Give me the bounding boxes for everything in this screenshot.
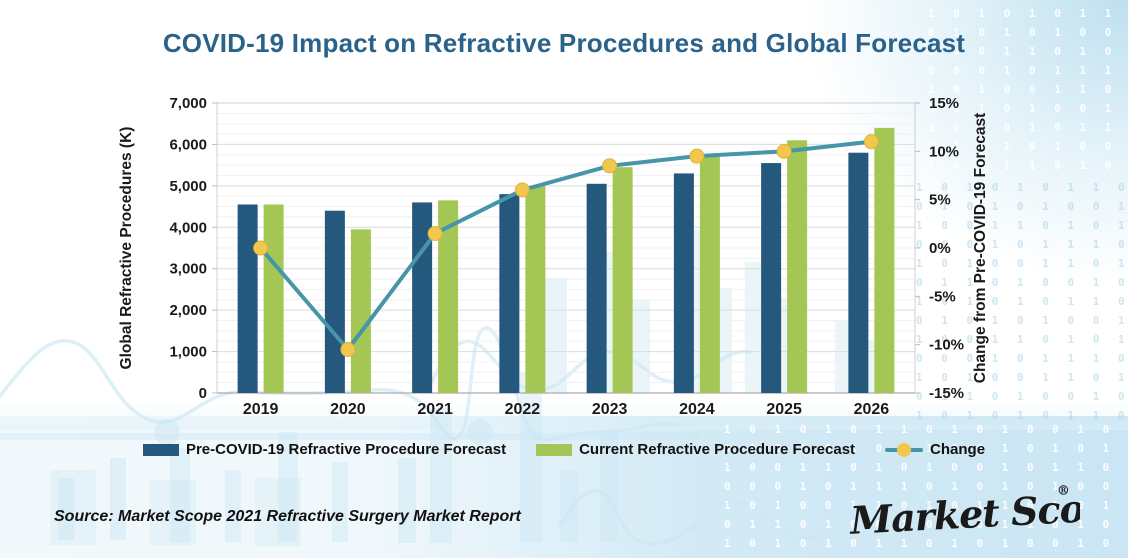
x-axis-label: 2023 — [592, 401, 628, 418]
left-axis-tick-label: 7,000 — [169, 95, 207, 112]
legend-item-pre-covid: Pre-COVID-19 Refractive Procedure Foreca… — [142, 441, 507, 458]
change-marker-2025 — [776, 143, 792, 159]
bar-pre-covid-2024 — [673, 173, 694, 393]
change-marker-2024 — [689, 148, 705, 164]
watermark-bar — [58, 478, 74, 540]
right-axis-tick-label: -15% — [929, 385, 964, 402]
binary-pattern-right: 1 0 1 0 1 0 1 1 0 1 0 1 0 0 1 0 1 0 1 0 … — [916, 181, 1128, 422]
left-axis-tick-label: 3,000 — [169, 261, 207, 278]
bar-current-2022 — [525, 185, 546, 393]
change-marker-2022 — [514, 182, 530, 198]
watermark-bar — [560, 470, 578, 542]
legend-item-current: Current Refractive Procedure Forecast — [536, 441, 855, 458]
legend-swatch-current-icon — [536, 443, 573, 456]
source-text: Source: Market Scope 2021 Refractive Sur… — [54, 508, 521, 525]
watermark-line — [0, 326, 682, 442]
watermark-bar — [170, 448, 190, 543]
bar-current-2025 — [787, 140, 808, 393]
left-axis-title: Global Refractive Procedures (K) — [118, 127, 135, 370]
watermark-circle — [467, 419, 493, 445]
watermark-bar — [520, 372, 542, 542]
change-marker-2026 — [863, 134, 879, 150]
right-axis-tick-label: -10% — [929, 337, 964, 354]
change-marker-2021 — [427, 226, 443, 241]
bar-current-2023 — [612, 167, 633, 393]
bar-current-2020 — [350, 229, 371, 393]
bar-pre-covid-2026 — [848, 152, 869, 393]
right-axis-tick-label: -5% — [929, 288, 956, 305]
registered-trademark-icon: ® — [1057, 484, 1070, 499]
watermark-bar — [110, 458, 126, 540]
legend-swatch-pre-covid-icon — [142, 443, 179, 456]
bar-pre-covid-2022 — [499, 194, 520, 393]
watermark-bar — [600, 430, 618, 542]
bar-current-2019 — [263, 204, 284, 393]
left-axis-tick-label: 2,000 — [169, 302, 207, 319]
bar-pre-covid-2020 — [324, 210, 345, 393]
right-axis-title: Change from Pre-COVID-19 Forecast — [972, 113, 989, 383]
bar-pre-covid-2021 — [412, 202, 433, 393]
x-axis-label: 2025 — [766, 401, 802, 418]
chart-title: COVID-19 Impact on Refractive Procedures… — [162, 28, 966, 58]
right-axis-tick-label: 0% — [929, 240, 951, 257]
right-axis-tick-label: 10% — [929, 143, 959, 160]
x-axis-label: 2019 — [243, 401, 279, 418]
left-axis-tick-label: 1,000 — [169, 344, 207, 361]
right-axis-tick-label: 15% — [929, 95, 959, 112]
legend-item-change: Change — [885, 441, 985, 458]
left-axis-tick-label: 4,000 — [169, 219, 207, 236]
x-axis-label: 2021 — [417, 401, 453, 418]
x-axis-label: 2026 — [854, 401, 890, 418]
watermark-circle — [154, 419, 180, 445]
left-axis-tick-label: 6,000 — [169, 136, 207, 153]
background-band-fade — [0, 402, 1128, 430]
change-marker-2019 — [253, 240, 269, 256]
bar-pre-covid-2023 — [586, 183, 607, 393]
change-marker-2023 — [602, 158, 618, 174]
legend: Pre-COVID-19 Refractive Procedure Foreca… — [0, 441, 1128, 458]
watermark-bar — [545, 278, 567, 393]
legend-line-marker-icon — [885, 442, 924, 457]
watermark-bar — [430, 408, 452, 543]
legend-label-pre-covid: Pre-COVID-19 Refractive Procedure Foreca… — [185, 441, 507, 458]
watermark-band — [0, 433, 700, 440]
change-line — [258, 139, 874, 352]
x-axis-label: 2022 — [505, 401, 541, 418]
x-axis-label: 2024 — [679, 401, 715, 418]
binary-pattern-topright: 1 0 1 0 1 0 1 1 0 1 0 1 0 0 1 0 1 0 1 0 … — [928, 7, 1126, 172]
watermark-bar — [278, 432, 298, 542]
logo-text: Market Scope — [847, 484, 1080, 543]
bar-pre-covid-2019 — [237, 204, 258, 393]
watermark-bar — [332, 462, 348, 542]
bar-current-2026 — [874, 127, 895, 393]
bar-current-2021 — [438, 200, 459, 393]
bar-pre-covid-2025 — [761, 163, 782, 393]
watermark-line — [558, 489, 1128, 546]
bar-current-2024 — [699, 156, 720, 393]
market-scope-logo: Market Scope ® — [847, 484, 1080, 543]
change-marker-2020 — [340, 342, 356, 357]
binary-pattern-bottomright: 1 0 1 0 1 0 1 1 0 1 0 1 0 0 1 0 1 0 1 0 … — [724, 423, 1128, 548]
legend-label-current: Current Refractive Procedure Forecast — [579, 441, 856, 458]
left-axis-tick-label: 0 — [199, 385, 207, 402]
watermark-bar — [398, 458, 416, 543]
right-axis-tick-label: 5% — [929, 192, 951, 209]
x-axis-label: 2020 — [330, 401, 366, 418]
left-axis-tick-label: 5,000 — [169, 178, 207, 195]
legend-label-change: Change — [930, 441, 986, 458]
watermark-bar — [225, 470, 241, 542]
